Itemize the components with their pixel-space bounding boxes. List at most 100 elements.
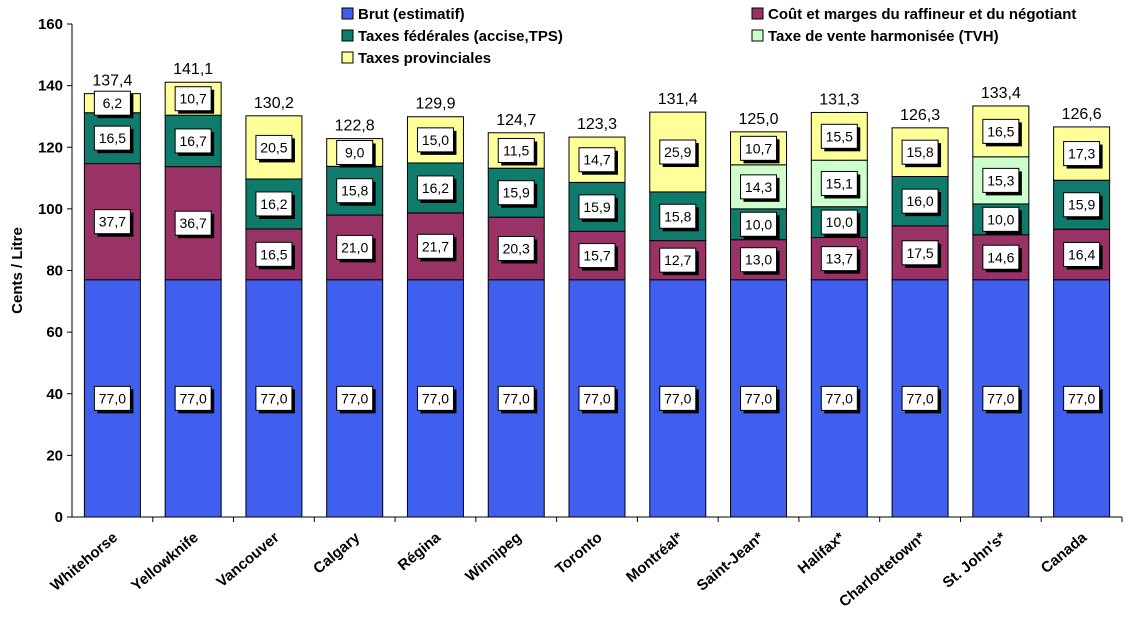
category-label-montreal: Montréal* (623, 529, 686, 586)
data-label-yellowknife-s1: 36,7 (174, 210, 215, 239)
data-label-box (820, 170, 858, 196)
data-label-regina-s0: 77,0 (416, 385, 457, 414)
data-label-text: 11,5 (503, 142, 529, 158)
data-label-st-john-s-s2: 10,0 (982, 206, 1022, 235)
data-label-st-john-s-s0: 77,0 (982, 385, 1022, 414)
data-label-box (255, 241, 293, 267)
data-label-halifax-s4: 15,5 (820, 123, 861, 152)
legend-label: Taxes fédérales (accise,TPS) (358, 28, 563, 45)
data-label-text: 16,7 (180, 133, 207, 149)
data-label-text: 15,9 (1068, 197, 1095, 213)
total-label-yellowknife: 141,1 (173, 61, 213, 78)
data-label-whitehorse-s0: 77,0 (93, 385, 134, 414)
data-label-text: 16,5 (99, 130, 126, 146)
data-label-charlottetown-s2: 16,0 (901, 188, 942, 217)
category-label-yellowknife: Yellowknife (128, 529, 202, 595)
data-label-box (659, 385, 697, 411)
data-labels-layer: 77,0 37,7 16,5 6,2 137,4 77,0 36,7 16,7 10,7 141,… (92, 61, 1103, 414)
data-label-box (336, 385, 374, 411)
data-label-whitehorse-s2: 16,5 (93, 125, 134, 154)
data-label-box (659, 247, 697, 273)
data-label-text: 77,0 (745, 390, 772, 406)
total-label-winnipeg: 124,7 (496, 112, 536, 129)
data-label-whitehorse-s4: 6,2 (93, 90, 134, 119)
data-label-text: 77,0 (180, 390, 207, 406)
data-label-box (659, 139, 697, 165)
data-label-winnipeg-s2: 15,9 (497, 180, 538, 208)
data-label-text: 16,2 (422, 180, 449, 196)
data-label-box (578, 147, 616, 173)
total-label-regina: 129,9 (415, 96, 455, 113)
data-label-box (336, 234, 374, 260)
category-label-calgary: Calgary (310, 529, 364, 578)
data-label-st-john-s-s1: 14,6 (982, 244, 1022, 273)
data-label-text: 77,0 (1068, 390, 1095, 406)
data-label-box (1063, 141, 1101, 167)
data-label-text: 20,3 (503, 240, 530, 256)
y-tick-label: 40 (46, 386, 63, 403)
y-axis-label: Cents / Litre (9, 227, 26, 314)
legend-item-s3: Taxe de vente harmonisée (TVH) (751, 28, 999, 45)
data-label-text: 15,9 (503, 185, 530, 201)
data-label-toronto-s1: 15,7 (578, 243, 618, 271)
legend-swatch (751, 7, 764, 20)
data-label-toronto-s0: 77,0 (578, 385, 618, 414)
data-label-calgary-s1: 21,0 (336, 234, 376, 263)
data-label-yellowknife-s0: 77,0 (174, 385, 215, 414)
data-label-box (416, 385, 454, 411)
data-label-text: 15,8 (664, 208, 691, 224)
data-label-text: 13,0 (745, 252, 772, 268)
total-label-calgary: 122,8 (335, 118, 375, 135)
data-label-text: 6,2 (103, 95, 123, 111)
data-label-text: 15,8 (341, 183, 368, 199)
legend-swatch (751, 29, 764, 42)
data-label-box (740, 135, 778, 161)
data-label-charlottetown-s0: 77,0 (901, 385, 942, 414)
data-label-montreal-s4: 25,9 (659, 139, 699, 168)
data-label-text: 9,0 (345, 144, 365, 160)
data-label-halifax-s2: 10,0 (820, 209, 861, 238)
total-label-st-john-s: 133,4 (981, 85, 1021, 102)
data-label-text: 10,7 (180, 91, 207, 107)
y-tick-label: 120 (38, 139, 63, 156)
data-label-text: 21,0 (341, 239, 368, 255)
data-label-box (255, 385, 293, 411)
data-label-montreal-s2: 15,8 (659, 203, 699, 232)
data-label-box (820, 209, 858, 235)
data-label-box (740, 247, 778, 273)
data-label-charlottetown-s4: 15,8 (901, 139, 942, 168)
data-label-halifax-s3: 15,1 (820, 170, 861, 199)
y-tick-label: 160 (38, 16, 63, 33)
legend-swatch (341, 51, 354, 64)
legend-item-s1: Coût et marges du raffineur et du négoti… (751, 6, 1076, 23)
data-label-canada-s4: 17,3 (1063, 141, 1103, 169)
category-label-canada: Canada (1038, 529, 1091, 577)
data-label-box (174, 210, 212, 236)
legend-label: Taxe de vente harmonisée (TVH) (768, 28, 999, 45)
data-label-text: 36,7 (180, 215, 207, 231)
data-label-text: 20,5 (260, 139, 287, 155)
data-label-text: 16,5 (260, 246, 287, 262)
data-label-text: 10,7 (745, 140, 772, 156)
data-label-text: 77,0 (906, 390, 933, 406)
data-label-text: 14,7 (583, 152, 610, 168)
category-label-charlottetown: Charlottetown* (836, 529, 929, 611)
data-label-halifax-s0: 77,0 (820, 385, 861, 414)
data-label-text: 37,7 (99, 214, 126, 230)
data-label-box (416, 127, 454, 153)
data-label-text: 16,0 (906, 193, 933, 209)
total-label-montreal: 131,4 (658, 91, 698, 108)
total-label-canada: 126,6 (1062, 106, 1102, 123)
data-label-text: 77,0 (99, 390, 126, 406)
legend-swatch (341, 29, 354, 42)
y-tick-label: 20 (46, 447, 63, 464)
data-label-box (901, 188, 939, 214)
data-label-text: 16,4 (1068, 246, 1095, 262)
data-label-regina-s4: 15,0 (416, 127, 457, 155)
data-label-text: 12,7 (664, 252, 691, 268)
data-label-text: 15,1 (826, 175, 853, 191)
data-label-text: 17,5 (906, 245, 933, 261)
category-label-regina: Régina (395, 529, 445, 575)
category-label-halifax: Halifax* (795, 529, 848, 577)
